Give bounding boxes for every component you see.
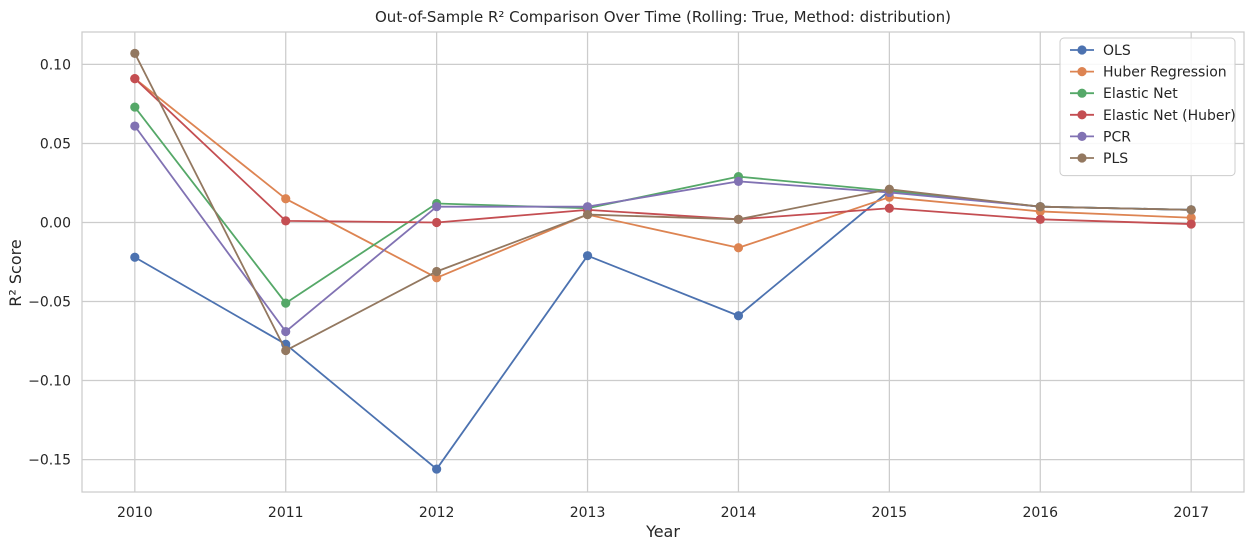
- series-layer: [130, 48, 1196, 474]
- legend-item: OLS: [1070, 43, 1131, 59]
- legend: OLS Huber Regression Elastic Net Elastic Ne…: [1059, 37, 1236, 177]
- legend-box: [1059, 37, 1236, 177]
- series-line: [134, 77, 1192, 279]
- data-point: [733, 243, 744, 253]
- data-point: [130, 48, 140, 58]
- data-point: [432, 464, 442, 474]
- x-tick-label: 2015: [872, 505, 908, 521]
- y-axis-label: R² Score: [6, 239, 25, 306]
- x-tick-label: 2010: [117, 505, 153, 521]
- data-point: [1186, 219, 1196, 229]
- legend-swatch-marker: [1077, 45, 1087, 55]
- data-point: [582, 251, 593, 261]
- grid: [82, 32, 1244, 492]
- y-tick-label: 0.05: [40, 136, 71, 152]
- data-point: [1035, 202, 1045, 212]
- x-tick-label: 2017: [1173, 505, 1209, 521]
- legend-item: Elastic Net (Huber): [1070, 108, 1236, 124]
- x-axis-ticks: 2010 2011 2012 2013 2014 2015 2016 2017: [117, 505, 1209, 521]
- data-point: [432, 202, 442, 212]
- chart-title: Out-of-Sample R² Comparison Over Time (R…: [375, 8, 951, 26]
- data-point: [130, 252, 140, 262]
- data-point: [582, 209, 593, 220]
- series-line: [134, 52, 1192, 352]
- data-point: [884, 203, 894, 213]
- x-tick-label: 2012: [419, 505, 455, 521]
- data-point: [281, 216, 291, 226]
- data-point: [432, 217, 442, 228]
- legend-swatch-marker: [1077, 153, 1087, 163]
- x-tick-label: 2013: [570, 505, 606, 521]
- legend-label: Huber Regression: [1103, 65, 1227, 81]
- legend-swatch-marker: [1077, 131, 1087, 141]
- legend-item: Huber Regression: [1070, 65, 1227, 81]
- data-point: [281, 298, 291, 308]
- x-axis-label: Year: [645, 522, 680, 541]
- x-tick-label: 2014: [721, 505, 757, 521]
- x-tick-label: 2011: [268, 505, 304, 521]
- legend-swatch-marker: [1077, 88, 1087, 98]
- data-point: [130, 121, 140, 131]
- y-tick-label: 0.00: [40, 215, 71, 231]
- data-point: [733, 176, 744, 186]
- series-5: [130, 48, 1196, 356]
- plot-frame: [81, 31, 1245, 493]
- legend-label: Elastic Net: [1103, 86, 1178, 102]
- series-1: [130, 74, 1196, 283]
- data-point: [582, 202, 593, 212]
- data-point: [1186, 213, 1196, 223]
- y-axis-ticks: 0.10 0.05 0.00 −0.05 −0.10 −0.15: [28, 57, 71, 468]
- data-point: [130, 102, 140, 112]
- x-tick-label: 2016: [1022, 505, 1058, 521]
- data-point: [733, 214, 744, 224]
- legend-swatch-marker: [1077, 67, 1087, 77]
- data-point: [130, 74, 140, 84]
- y-tick-label: −0.05: [28, 295, 71, 311]
- data-point: [432, 266, 442, 277]
- data-point: [281, 194, 291, 204]
- legend-item: PLS: [1070, 151, 1128, 167]
- data-point: [281, 345, 291, 356]
- data-point: [1186, 205, 1196, 215]
- y-tick-label: −0.15: [28, 453, 71, 469]
- data-point: [432, 273, 442, 283]
- y-tick-label: 0.10: [40, 57, 71, 73]
- legend-label: PCR: [1103, 129, 1131, 145]
- data-point: [1035, 214, 1045, 224]
- data-point: [884, 184, 894, 194]
- data-point: [733, 311, 744, 321]
- legend-label: Elastic Net (Huber): [1103, 108, 1236, 124]
- legend-item: PCR: [1070, 129, 1131, 145]
- y-tick-label: −0.10: [28, 374, 71, 390]
- legend-label: OLS: [1103, 43, 1131, 59]
- legend-label: PLS: [1103, 151, 1128, 167]
- data-point: [281, 326, 291, 337]
- legend-swatch-marker: [1077, 110, 1087, 120]
- series-line: [134, 77, 1192, 225]
- legend-item: Elastic Net: [1070, 86, 1178, 102]
